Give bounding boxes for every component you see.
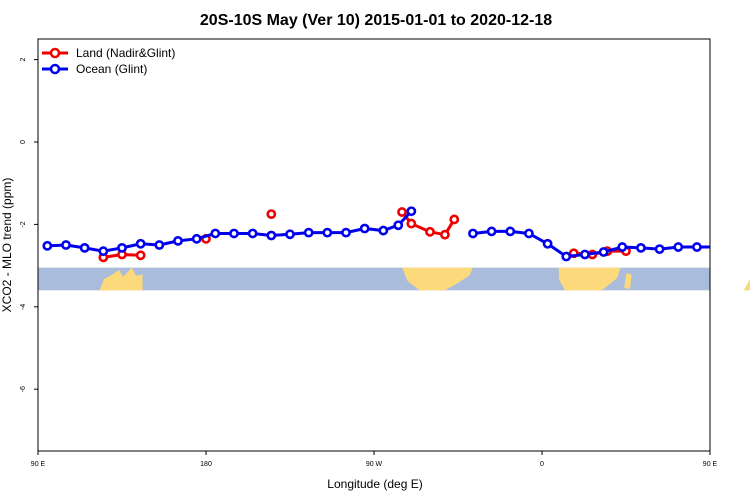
ocean-series-point — [42, 240, 53, 251]
x-tick-label: 180 — [200, 461, 212, 468]
ocean-series-point — [359, 223, 370, 234]
ocean-series-point — [247, 228, 258, 239]
series-layer — [42, 206, 738, 263]
ocean-series-point — [266, 230, 277, 241]
map-land-madagascar — [624, 273, 632, 290]
ocean-series-point — [542, 238, 553, 249]
map-land-australia — [743, 278, 750, 291]
chart-title: 20S-10S May (Ver 10) 2015-01-01 to 2020-… — [200, 12, 552, 29]
ocean-series-point — [673, 242, 684, 252]
ocean-series-point — [303, 227, 314, 238]
legend-land-marker — [49, 47, 61, 59]
axis-ticks: 90 E 180 90 W 0 90 E 2 0 -2 -4 -6 — [20, 58, 718, 468]
legend-land-label: Land (Nadir&Glint) — [76, 46, 175, 60]
series-clipped — [42, 206, 738, 263]
ocean-series-point — [61, 240, 71, 250]
ocean-series-point — [322, 227, 333, 238]
x-tick-label: 0 — [540, 461, 544, 468]
map-land-south-america — [402, 267, 473, 291]
y-tick-label: -4 — [20, 304, 27, 310]
x-axis-label: Longitude (deg E) — [327, 477, 422, 491]
map-band — [38, 267, 750, 291]
ocean-series-point — [617, 242, 628, 252]
ocean-series-point — [393, 220, 404, 231]
land-series-point — [397, 207, 407, 217]
ocean-series-line — [472, 229, 710, 259]
ocean-series-point — [191, 233, 202, 244]
ocean-series-point — [468, 228, 478, 239]
y-axis-label: XCO2 - MLO trend (ppm) — [0, 178, 14, 313]
land-series-point — [449, 214, 460, 225]
y-tick-label: -6 — [20, 386, 27, 392]
legend: Land (Nadir&Glint) Ocean (Glint) — [42, 46, 175, 76]
land-series-point — [135, 250, 146, 261]
ocean-series-point — [378, 225, 389, 236]
ocean-series-point — [406, 206, 417, 217]
ocean-series-point — [731, 243, 738, 250]
ocean-series-point — [580, 249, 590, 260]
ocean-series-point — [341, 227, 351, 238]
y-tick-label: -2 — [20, 221, 27, 227]
ocean-series-point — [712, 243, 719, 250]
ocean-series-line — [47, 210, 413, 253]
x-tick-label: 90 E — [31, 461, 46, 468]
y-tick-label: 2 — [20, 58, 27, 62]
ocean-series-point — [173, 235, 183, 246]
ocean-series-point — [117, 242, 127, 253]
land-series-point — [406, 218, 417, 229]
ocean-series-point — [561, 251, 572, 262]
map-ocean-band — [38, 267, 710, 291]
y-tick-label: 0 — [20, 140, 27, 144]
ocean-series-point — [229, 228, 239, 239]
ocean-series-point — [79, 242, 90, 253]
land-series-point — [425, 226, 435, 237]
ocean-series-point — [135, 238, 146, 249]
ocean-series-point — [636, 242, 646, 253]
ocean-series-point — [598, 247, 609, 257]
ocean-series-point — [154, 240, 165, 250]
x-tick-label: 90 W — [366, 461, 383, 468]
legend-ocean-marker — [49, 63, 61, 75]
ocean-series-point — [210, 228, 221, 239]
plot-frame — [37, 38, 711, 452]
land-series-point — [440, 229, 450, 240]
legend-ocean-label: Ocean (Glint) — [76, 62, 147, 76]
ocean-series-point — [692, 242, 702, 252]
land-series-point — [266, 209, 277, 219]
ocean-series-point — [486, 226, 497, 237]
ocean-series-point — [505, 226, 516, 237]
ocean-series-point — [285, 229, 295, 240]
ocean-series-point — [524, 228, 534, 239]
map-land-africa — [558, 267, 621, 291]
map-land-australia — [99, 267, 143, 291]
ocean-series-point — [654, 244, 665, 255]
x-tick-label: 90 E — [703, 461, 718, 468]
ocean-series-point — [98, 246, 109, 257]
